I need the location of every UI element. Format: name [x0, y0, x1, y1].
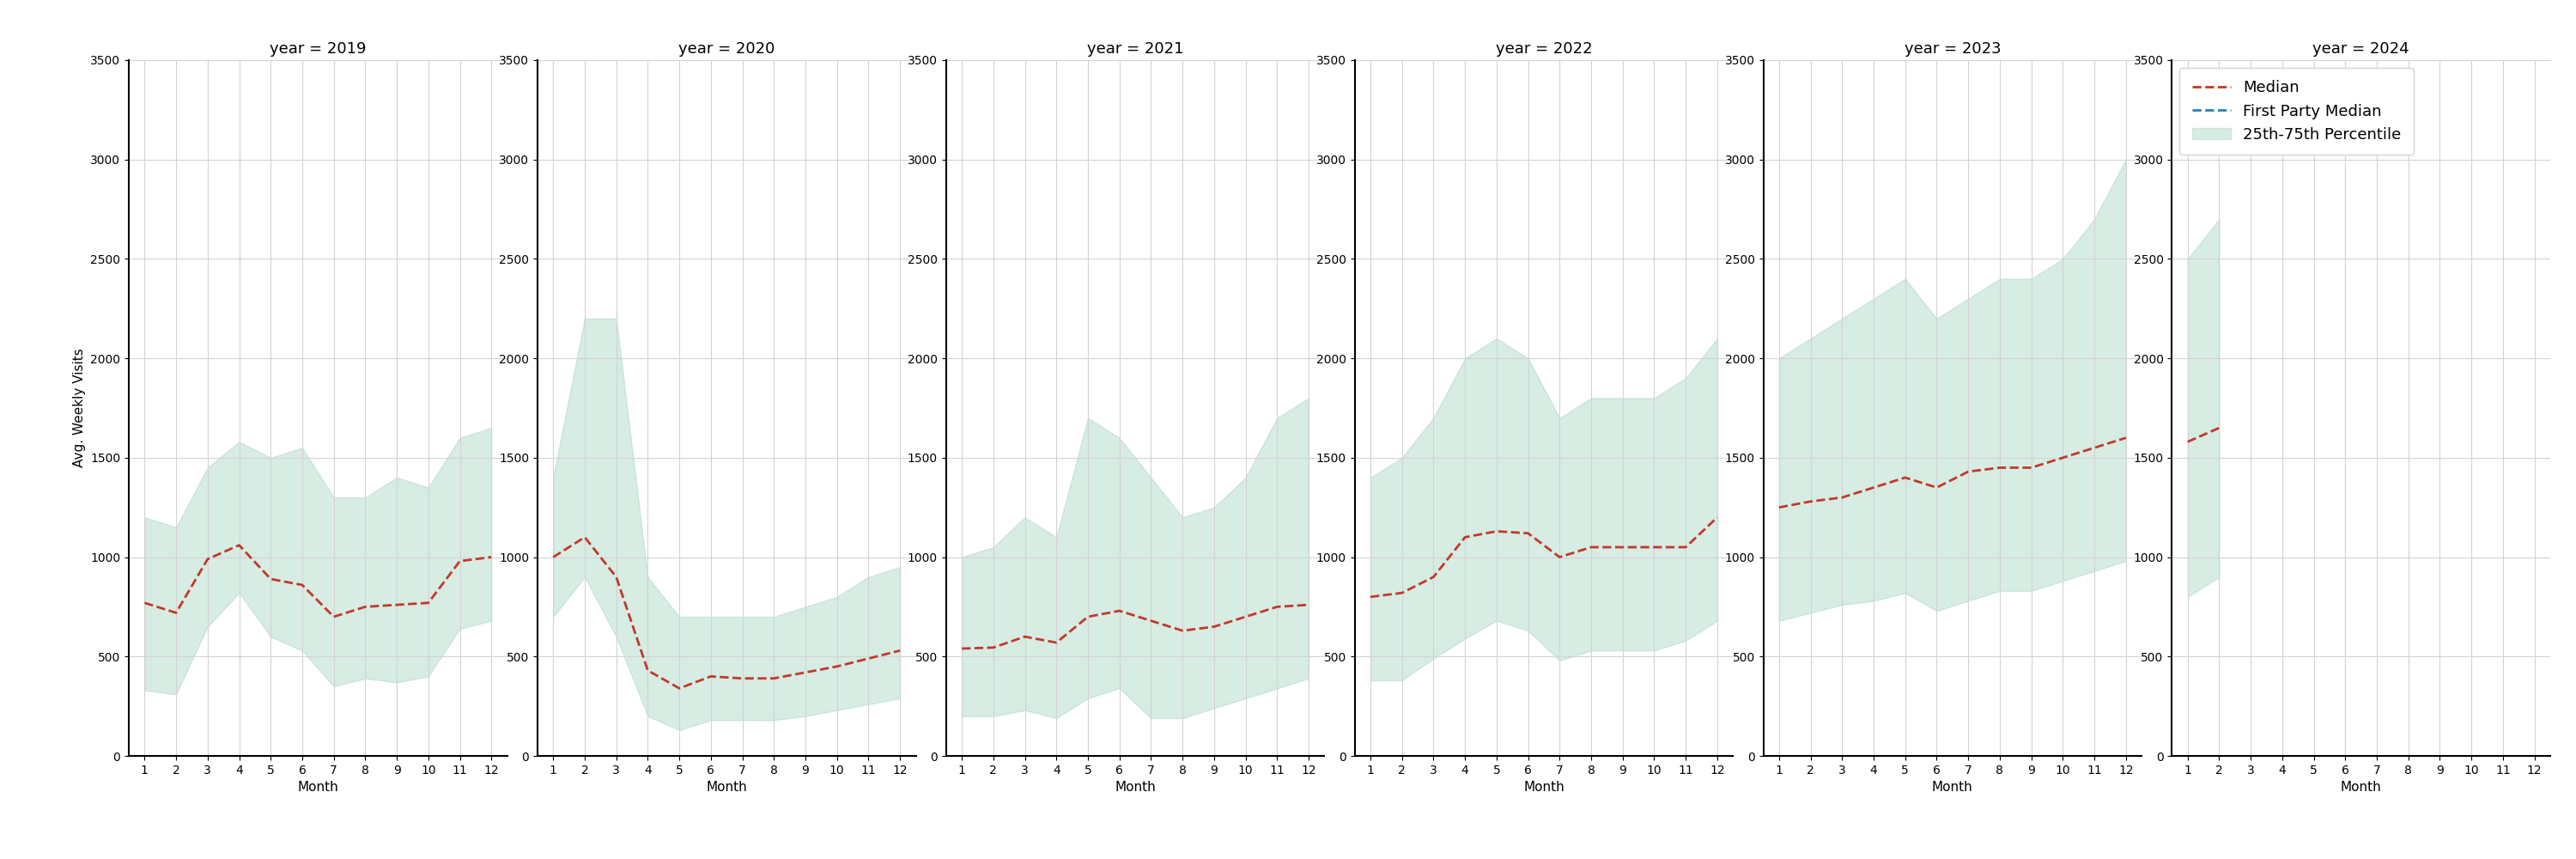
X-axis label: Month: Month [706, 781, 747, 794]
Legend: Median, First Party Median, 25th-75th Percentile: Median, First Party Median, 25th-75th Pe… [2179, 68, 2414, 155]
X-axis label: Month: Month [2342, 781, 2383, 794]
Title: year = 2019: year = 2019 [270, 41, 366, 57]
Title: year = 2020: year = 2020 [677, 41, 775, 57]
Title: year = 2023: year = 2023 [1904, 41, 2002, 57]
Title: year = 2024: year = 2024 [2313, 41, 2409, 57]
Title: year = 2022: year = 2022 [1497, 41, 1592, 57]
Title: year = 2021: year = 2021 [1087, 41, 1182, 57]
X-axis label: Month: Month [296, 781, 337, 794]
X-axis label: Month: Month [1522, 781, 1564, 794]
X-axis label: Month: Month [1115, 781, 1157, 794]
X-axis label: Month: Month [1932, 781, 1973, 794]
Y-axis label: Avg. Weekly Visits: Avg. Weekly Visits [72, 349, 85, 467]
